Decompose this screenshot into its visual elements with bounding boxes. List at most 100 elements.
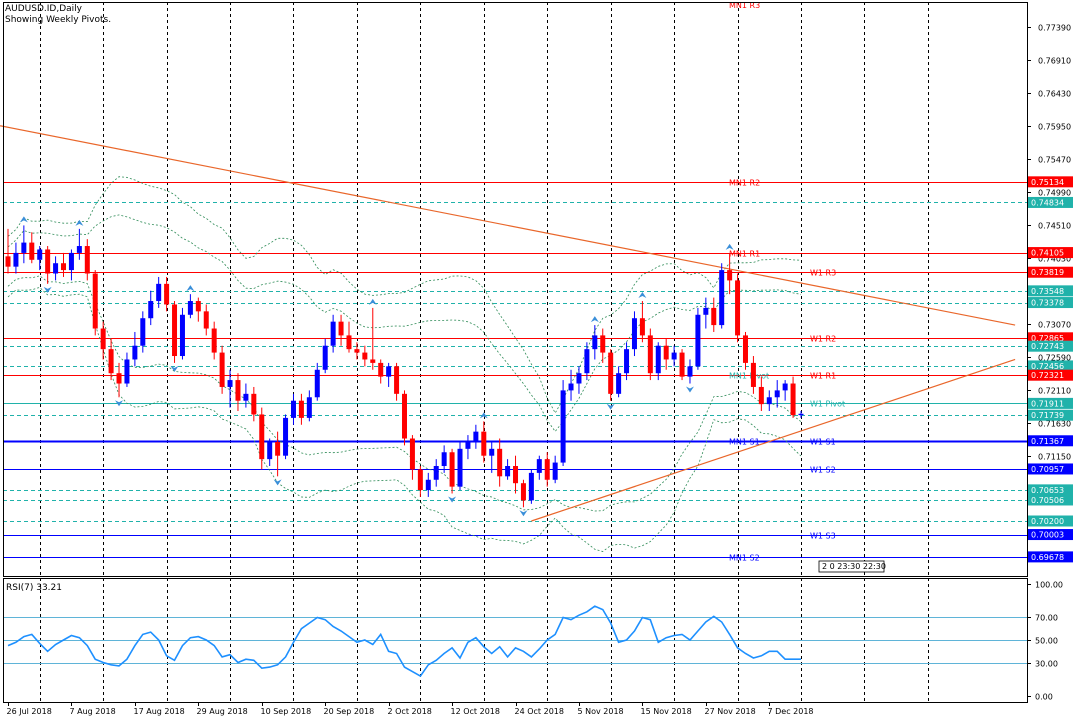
chart-subtitle: Showing Weekly Pivots.	[5, 15, 112, 25]
candle-body	[132, 345, 138, 360]
fractal-up-arrow	[75, 219, 84, 226]
candle-body	[354, 349, 360, 353]
trendlines	[0, 125, 1016, 522]
candle-body	[362, 352, 368, 360]
y-tick-label: 0.77390	[1038, 24, 1071, 33]
y-tick-label: 0.75950	[1038, 123, 1071, 132]
fractal-down-arrow	[273, 479, 282, 486]
candle-body	[608, 352, 614, 394]
candle-body	[798, 413, 804, 416]
price-tag	[1028, 484, 1073, 496]
fractals	[19, 216, 734, 517]
candle-body	[647, 335, 653, 374]
price-tag-label: 0.72865	[1031, 334, 1064, 343]
candle-body	[616, 373, 622, 394]
y-tick-label: 0.71150	[1038, 453, 1071, 462]
x-tick-label: 12 Oct 2018	[451, 707, 500, 716]
candle-body	[283, 417, 289, 456]
candle-body	[45, 249, 51, 274]
price-tag	[1028, 285, 1073, 297]
candle-body	[61, 263, 67, 271]
inner-band	[7, 275, 802, 512]
pivot-label: MN1 S1	[729, 438, 760, 447]
price-tag-label: 0.72321	[1031, 371, 1064, 380]
candle-body	[13, 252, 19, 267]
price-tag-label: 0.74834	[1031, 198, 1064, 207]
pivot-label: W1 R1	[810, 372, 836, 381]
candle-body	[663, 345, 669, 360]
fractal-down-arrow	[170, 365, 179, 372]
price-tag-label: 0.70957	[1031, 465, 1064, 474]
price-tag-label: 0.73819	[1031, 268, 1064, 277]
candle-body	[243, 393, 249, 401]
candle-body	[378, 362, 384, 377]
price-tag	[1028, 551, 1073, 563]
envelope-bands	[7, 176, 802, 552]
candle-body	[346, 335, 352, 350]
pivot-label: W1 S1	[810, 438, 836, 447]
pivot-label: W1 Pivot	[810, 400, 845, 409]
candle-body	[552, 462, 558, 480]
candle-body	[742, 335, 748, 363]
x-tick-label: 29 Aug 2018	[197, 707, 248, 716]
outer-band	[7, 176, 802, 414]
candle-body	[703, 307, 709, 315]
candle-body	[536, 459, 542, 473]
y-tick-label: 0.74990	[1038, 189, 1071, 198]
candle-body	[766, 397, 772, 405]
price-tag	[1028, 409, 1073, 421]
candle-body	[5, 256, 11, 267]
y-tick-label: 0.73070	[1038, 321, 1071, 330]
candle-body	[774, 390, 780, 398]
candle-body	[187, 301, 193, 315]
trendline	[531, 358, 1016, 522]
price-lines: MN1 R2 MN1 R1 W1 R3 W1 R2 W1 R1 W1 Pivot MN1 S…	[3, 1, 1027, 563]
price-tag-label: 0.71911	[1031, 399, 1064, 408]
candle-body	[76, 246, 82, 253]
candle-body	[449, 452, 455, 487]
candle-body	[544, 459, 550, 480]
fractal-down-arrow	[519, 510, 528, 517]
candle-body	[148, 301, 154, 319]
fractal-up-arrow	[590, 316, 599, 323]
candle-body	[409, 438, 415, 470]
price-tag	[1028, 360, 1073, 372]
candle-body	[322, 345, 328, 370]
price-tag	[1028, 196, 1073, 208]
candle-body	[37, 249, 43, 260]
pivot-label: W1 R2	[810, 335, 836, 344]
pivot-label: W1 S2	[810, 466, 836, 475]
candle-body	[108, 349, 114, 374]
candle-body	[275, 441, 281, 456]
x-tick-label: 20 Sep 2018	[324, 707, 375, 716]
candle-body	[179, 314, 185, 357]
fractal-up-arrow	[479, 412, 488, 419]
price-tag-label: 0.69678	[1031, 553, 1064, 562]
x-tick-label: 7 Aug 2018	[70, 707, 116, 716]
symbol-title: AUDUSD.ID,Daily	[5, 4, 82, 14]
rsi-y-tick-label: 30.00	[1035, 660, 1058, 669]
candle-body	[782, 383, 788, 391]
candle-body	[513, 466, 519, 484]
candle-body	[719, 270, 725, 326]
candle-body	[164, 283, 170, 305]
candle-body	[290, 400, 296, 418]
candle-body	[473, 431, 479, 442]
pivot-label: W1 S3	[810, 532, 836, 541]
candle-body	[402, 393, 407, 439]
price-tag-label: 0.74105	[1031, 249, 1064, 258]
candle-body	[100, 328, 106, 350]
candle-body	[251, 393, 257, 415]
price-tag-label: 0.70653	[1031, 486, 1064, 495]
candle-body	[639, 318, 645, 336]
fractal-down-arrow	[448, 496, 457, 503]
candles	[5, 225, 804, 508]
candle-body	[53, 263, 59, 274]
candle-body	[68, 252, 74, 271]
candle-body	[758, 386, 764, 405]
price-tag	[1028, 494, 1073, 506]
candle-body	[203, 311, 209, 329]
candle-body	[695, 314, 701, 367]
price-tag-label: 0.70200	[1031, 517, 1064, 526]
price-tag	[1028, 435, 1073, 447]
